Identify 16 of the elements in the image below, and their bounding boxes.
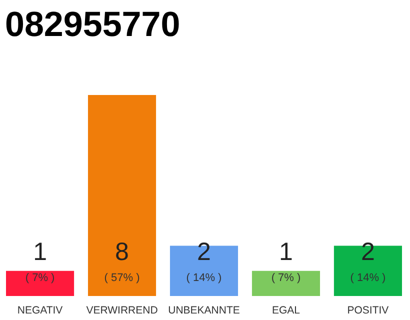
data-label: 1 xyxy=(279,238,293,266)
annotation: ( 57% ) xyxy=(104,272,140,284)
chart-title: 082955770 xyxy=(5,5,180,44)
data-label: 2 xyxy=(197,238,211,266)
x-tick-label: VERWIRREND xyxy=(86,304,158,316)
annotation: ( 14% ) xyxy=(186,272,222,284)
annotation: ( 14% ) xyxy=(350,272,386,284)
x-tick-label: POSITIV xyxy=(347,304,389,316)
data-label: 1 xyxy=(33,238,47,266)
x-tick-label: UNBEKANNTE xyxy=(168,304,240,316)
data-label: 2 xyxy=(361,238,375,266)
annotation: ( 7% ) xyxy=(25,272,55,284)
annotation: ( 7% ) xyxy=(271,272,301,284)
x-tick-label: EGAL xyxy=(272,304,300,316)
data-label: 8 xyxy=(115,238,129,266)
x-tick-label: NEGATIV xyxy=(17,304,63,316)
